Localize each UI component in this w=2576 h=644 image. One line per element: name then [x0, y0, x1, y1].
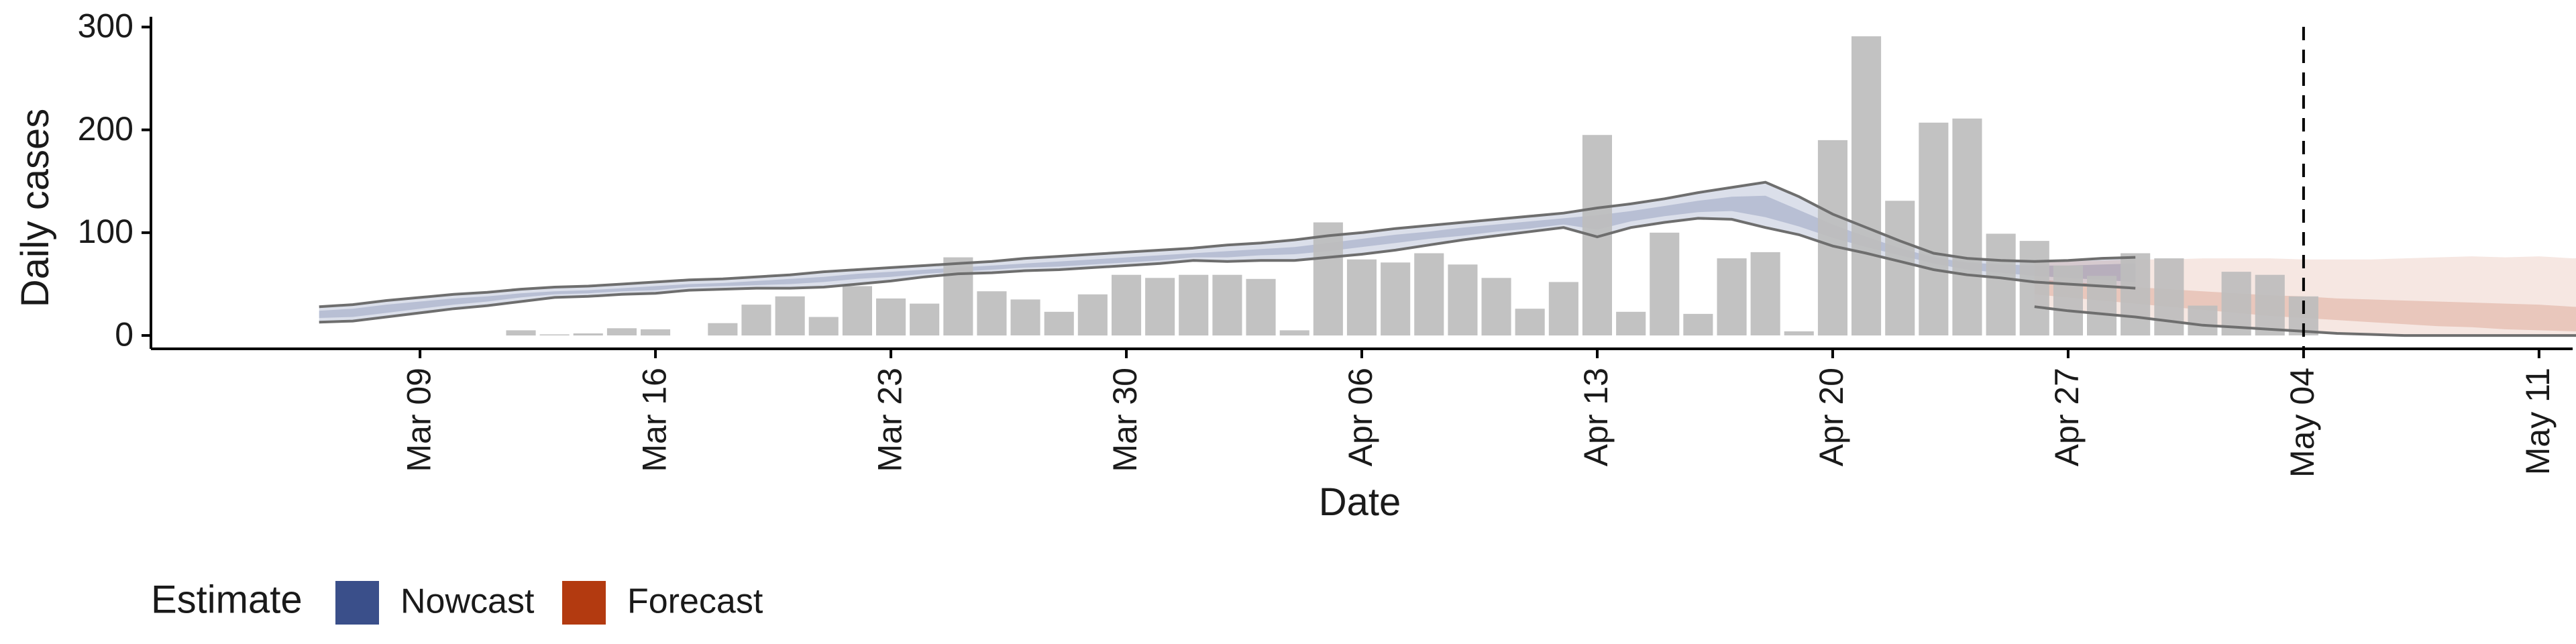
- bar: [977, 291, 1007, 336]
- x-tick-label: Apr 06: [1342, 368, 1379, 466]
- y-axis-title: Daily cases: [13, 109, 57, 308]
- bar: [775, 296, 805, 335]
- bar: [2019, 241, 2049, 336]
- bar: [1313, 222, 1343, 336]
- bar: [1179, 274, 1209, 336]
- bar: [1683, 313, 1713, 336]
- bar: [2188, 305, 2218, 335]
- x-tick-label: Apr 13: [1577, 368, 1615, 466]
- bar: [910, 303, 940, 336]
- legend-label-forecast: Forecast: [627, 582, 763, 621]
- bar: [1515, 309, 1545, 335]
- bar: [1784, 331, 1814, 335]
- axes: 0 100 200 300 Mar 09 Mar 16 Mar 23 Mar 30 Apr 06…: [78, 7, 2573, 478]
- bar: [741, 305, 771, 336]
- bar: [573, 333, 603, 336]
- bar: [1817, 140, 1847, 336]
- bar: [1246, 278, 1276, 336]
- x-tick-label: Apr 20: [1813, 368, 1850, 466]
- bar: [1044, 311, 1074, 335]
- bar: [1750, 252, 1780, 335]
- bar: [1448, 264, 1478, 335]
- legend-swatch-forecast: [562, 581, 606, 625]
- interval-lines-layer: [319, 180, 2576, 337]
- x-axis-title: Date: [1319, 480, 1401, 524]
- bar: [506, 330, 536, 336]
- bar: [808, 317, 839, 336]
- bar: [1145, 278, 1175, 336]
- x-tick-label: Mar 30: [1106, 368, 1144, 472]
- x-tick-label: May 04: [2284, 368, 2321, 478]
- bar: [2255, 274, 2285, 336]
- bars-layer: [506, 36, 2318, 336]
- bar: [1279, 330, 1309, 336]
- legend-label-nowcast: Nowcast: [400, 582, 535, 621]
- legend-swatch-nowcast: [335, 581, 379, 625]
- bar: [1717, 258, 1747, 335]
- bar: [641, 329, 671, 336]
- bar: [1986, 233, 2016, 336]
- bar: [1616, 311, 1646, 335]
- y-tick-label: 200: [78, 110, 133, 148]
- nowcast-lower-line: [319, 217, 2136, 324]
- bar: [1112, 274, 1142, 336]
- nowcast-upper-line: [319, 180, 2136, 309]
- bar: [1885, 201, 1915, 336]
- bar: [606, 328, 637, 335]
- bar: [1952, 118, 1982, 336]
- bar: [1414, 253, 1444, 336]
- x-tick-label: Mar 09: [400, 368, 437, 472]
- bar: [1650, 232, 1680, 336]
- y-tick-label: 0: [115, 315, 133, 353]
- x-tick-label: May 11: [2519, 368, 2557, 475]
- nowcast-inner-band: [319, 195, 2136, 318]
- x-tick-label: Apr 27: [2048, 368, 2086, 466]
- bar: [842, 286, 872, 336]
- bar: [2053, 265, 2083, 336]
- legend-title: Estimate: [151, 578, 303, 621]
- bar: [1346, 259, 1377, 336]
- bar: [1212, 274, 1242, 336]
- bar: [2154, 258, 2184, 335]
- x-tick-label: Mar 16: [635, 368, 673, 472]
- x-tick-label: Mar 23: [871, 368, 908, 472]
- bar: [1548, 282, 1578, 336]
- y-tick-label: 300: [78, 7, 133, 45]
- legend: Estimate Nowcast Forecast: [151, 578, 763, 625]
- bar: [1919, 122, 1949, 336]
- bar: [1481, 278, 1511, 336]
- bar: [539, 334, 570, 335]
- bar: [1077, 294, 1108, 336]
- bar: [708, 323, 738, 336]
- bar: [1010, 299, 1040, 335]
- bar: [2121, 253, 2151, 336]
- forecast-lower-line: [2034, 305, 2576, 337]
- bar: [2221, 272, 2251, 336]
- bar: [1851, 36, 1882, 336]
- bar: [943, 257, 973, 336]
- y-tick-label: 100: [78, 213, 133, 250]
- bar: [1381, 262, 1411, 336]
- bar: [876, 298, 906, 336]
